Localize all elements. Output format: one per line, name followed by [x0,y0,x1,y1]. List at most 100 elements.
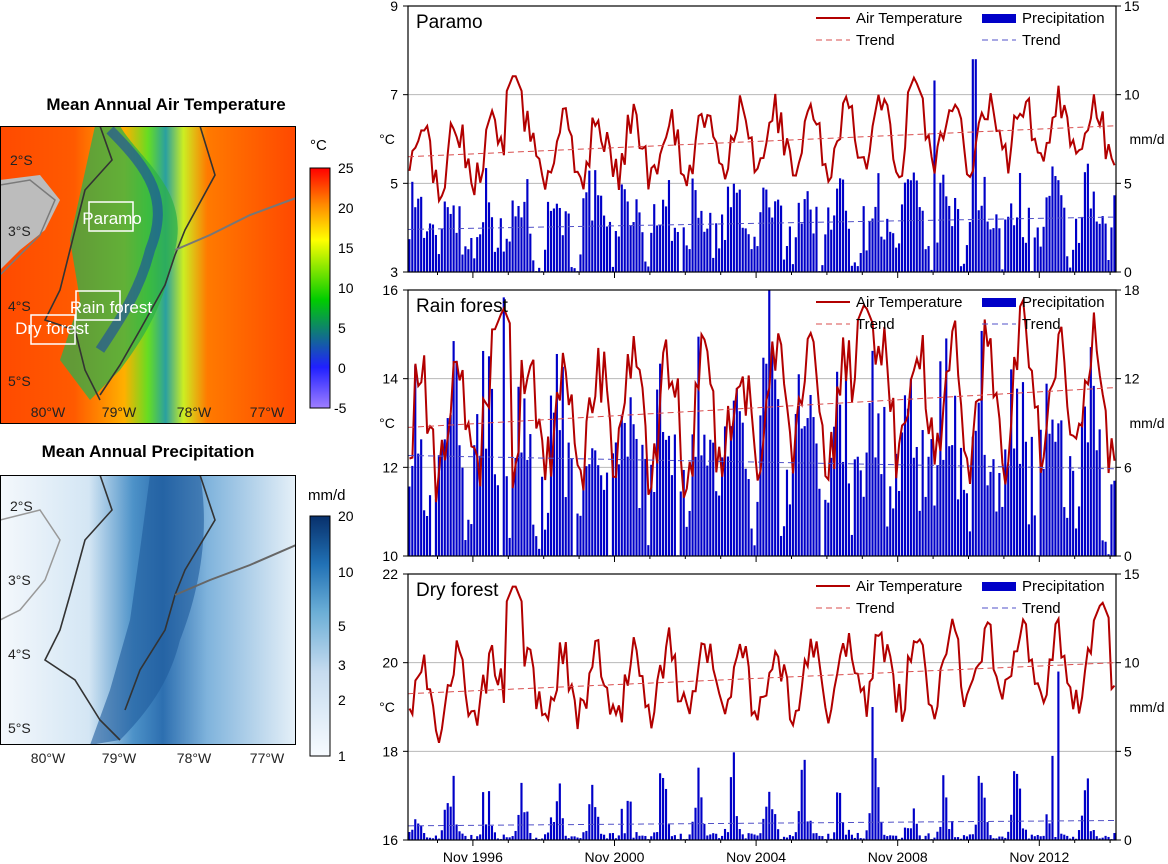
precipitation-bar [423,237,426,272]
precipitation-bar [729,777,732,840]
precipitation-bar [895,453,898,556]
precipitation-bar [673,434,676,556]
precipitation-bar [844,834,848,840]
precipitation-bar [1057,423,1060,556]
y-axis-label-left: °C [379,415,395,431]
precipitation-bar [723,426,727,556]
precipitation-bar [1095,450,1098,556]
precipitation-bar [1113,195,1116,272]
precipitation-bar [797,811,800,840]
y-tick-label-right: 15 [1124,566,1140,582]
precipitation-bar [936,242,939,272]
precipitation-bar [968,222,971,272]
precipitation-bar [532,524,535,556]
precipitation-bar [485,448,488,556]
precipitation-bar [567,838,570,840]
precipitation-bar [954,197,957,272]
precipitation-bar [726,456,730,556]
y-tick-label-left: 9 [390,0,398,14]
precipitation-bar [830,457,833,556]
precipitation-bar [712,833,715,840]
precipitation-bar [679,833,682,840]
precipitation-bar [930,439,933,556]
precipitation-bar [487,202,491,272]
precipitation-bar [1039,836,1042,840]
precipitation-bar [957,837,960,840]
precipitation-bar [676,231,679,272]
precipitation-bar [617,464,620,556]
precipitation-bar [777,399,780,556]
precipitation-bar [1016,388,1019,556]
precipitation-bar [868,403,871,556]
precipitation-bar [812,833,815,840]
precipitation-bar [558,783,561,840]
colorbar-tick: 1 [338,748,346,764]
precipitation-bar [836,371,839,556]
precipitation-bar [437,254,440,272]
precipitation-bar [791,264,794,272]
precipitation-bar [750,249,753,272]
precipitation-bar [762,818,765,840]
precipitation-bar [738,411,741,556]
y-tick-label-right: 15 [1124,0,1140,14]
precipitation-bar [641,232,644,272]
precipitation-bar [443,201,446,272]
andes-cold-zone [60,126,178,400]
precipitation-bar [585,830,588,840]
precipitation-bar [588,464,591,556]
precipitation-bar [1113,833,1116,840]
precipitation-bar [962,263,966,272]
precipitation-bar [782,836,786,840]
precipitation-bar [1069,456,1072,556]
precipitation-bar [544,834,547,840]
precipitation-bar [464,835,467,840]
precipitation-bar [526,811,529,840]
precipitation-bar [644,835,647,840]
precipitation-bar [735,388,738,556]
colorbar-tick: 10 [338,280,354,296]
precipitation-bar [771,809,774,840]
precipitation-bar [434,234,437,272]
precipitation-bar [900,432,904,556]
precipitation-bar [853,262,856,272]
precipitation-bar [688,834,691,840]
y-axis-label-right: mm/d [1130,415,1165,431]
precipitation-bar [694,807,697,840]
precipitation-bar [859,253,862,272]
precipitation-bar [420,196,423,272]
temperature-line [408,585,1116,744]
precipitation-bar [614,838,617,840]
precipitation-bar [582,198,585,272]
precipitation-bar [650,836,653,840]
y-tick-label-right: 18 [1124,282,1140,298]
precipitation-bar [423,510,426,556]
precipitation-bar [514,457,517,556]
precipitation-bar [629,225,632,272]
precipitation-bar [898,490,901,556]
border-west [43,475,121,741]
precipitation-bar [1045,814,1048,840]
precipitation-bar [1104,541,1107,556]
precipitation-bar [1054,176,1057,272]
precipitation-bar [768,791,771,840]
lat-label: 3°S [8,572,31,588]
precipitation-bar [862,206,865,272]
precipitation-bar [1075,838,1078,840]
precipitation-bar [1016,217,1019,272]
precipitation-bar [1080,421,1084,556]
precipitation-bar [998,473,1001,556]
precipitation-bar [785,469,789,556]
precipitation-bar [856,456,859,556]
precipitation-bar [815,833,818,840]
precipitation-bar [1072,249,1075,272]
precipitation-bar [461,467,464,556]
precipitation-bar [623,833,626,840]
precipitation-bar [968,834,971,840]
precipitation-bar [434,835,437,840]
temperature-map-title: Mean Annual Air Temperature [46,95,285,114]
precipitation-bar [1001,269,1004,272]
precipitation-bar [656,389,659,556]
precipitation-bar [473,258,476,272]
precipitation-bar [942,459,945,556]
lon-label: 78°W [177,750,212,766]
